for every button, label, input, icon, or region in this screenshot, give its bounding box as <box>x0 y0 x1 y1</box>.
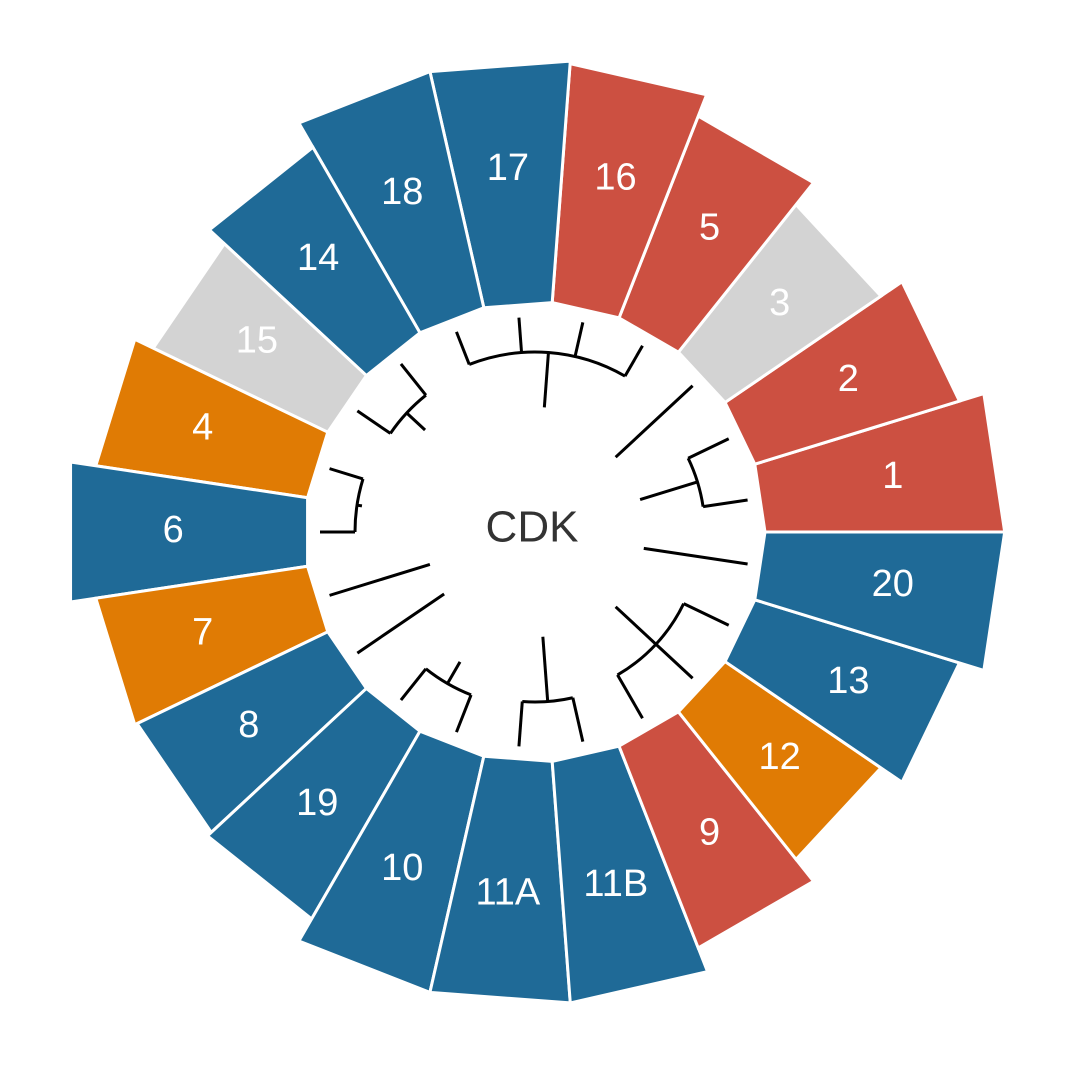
tree-node-arc <box>616 602 686 677</box>
tree-stem <box>614 605 657 646</box>
tree-branch <box>399 362 428 397</box>
tree-branch <box>455 331 471 365</box>
segment-label-8: 8 <box>238 704 259 746</box>
tree-branch <box>683 602 730 627</box>
tree-branch <box>356 592 445 655</box>
tree-branch <box>614 384 694 459</box>
tree-branch <box>329 467 364 481</box>
segment-label-6: 6 <box>163 509 184 551</box>
tree-branch <box>329 562 431 597</box>
segment-2 <box>723 279 962 467</box>
segment-label-14: 14 <box>297 237 339 279</box>
segment-label-3: 3 <box>769 282 790 324</box>
center-label: CDK <box>486 503 579 552</box>
segment-9 <box>617 709 816 951</box>
tree-stem <box>405 411 427 432</box>
tree-stem <box>542 352 550 408</box>
tree-stem <box>639 480 698 502</box>
tree-branch <box>571 697 585 742</box>
segment-label-18: 18 <box>381 171 423 213</box>
segment-label-12: 12 <box>759 736 801 778</box>
tree-stem <box>356 503 363 508</box>
segment-label-1: 1 <box>882 455 903 497</box>
segment-20 <box>753 530 1007 673</box>
segment-label-19: 19 <box>296 782 338 824</box>
segment-label-7: 7 <box>192 612 213 654</box>
segment-label-15: 15 <box>236 319 278 361</box>
segment-label-9: 9 <box>699 811 720 853</box>
segment-label-5: 5 <box>699 207 720 249</box>
tree-branch <box>517 317 524 353</box>
tree-branch <box>687 437 730 460</box>
tree-branch <box>517 701 524 747</box>
segment-label-20: 20 <box>872 563 914 605</box>
tree-stem <box>541 636 550 702</box>
segment-label-10: 10 <box>381 847 423 889</box>
segment-14 <box>207 145 422 378</box>
tree-branch <box>623 345 644 377</box>
tree-branch <box>643 546 748 566</box>
segment-6 <box>69 460 310 604</box>
segment-label-16: 16 <box>594 156 636 198</box>
segment-11b <box>550 744 710 1005</box>
tree-branch <box>654 643 694 680</box>
segment-label-2: 2 <box>838 358 859 400</box>
segment-label-17: 17 <box>487 147 529 189</box>
segment-label-11b: 11B <box>583 863 648 905</box>
tree-branch <box>455 694 473 733</box>
segment-label-13: 13 <box>827 660 869 702</box>
segment-7 <box>93 564 330 727</box>
tree-branch <box>573 322 585 357</box>
tree-branch <box>399 667 428 702</box>
segment-label-11a: 11A <box>475 871 540 913</box>
tree-branch <box>356 409 392 435</box>
segment-18 <box>296 69 486 335</box>
tree-branch <box>616 674 644 719</box>
segment-label-4: 4 <box>192 407 213 449</box>
tree-branch <box>702 498 748 509</box>
dendrogram <box>320 317 748 747</box>
tree-stem <box>446 661 462 685</box>
